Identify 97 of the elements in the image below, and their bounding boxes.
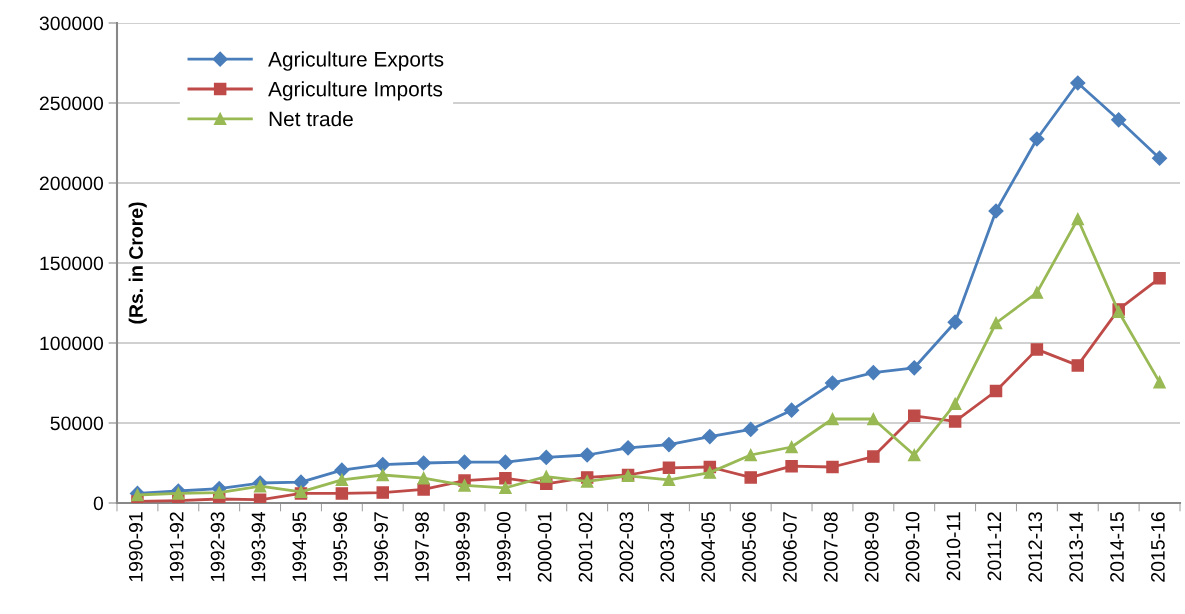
point <box>988 203 1004 219</box>
legend-label: Agriculture Imports <box>268 81 443 101</box>
point <box>785 459 798 473</box>
point <box>826 460 839 474</box>
point <box>1153 271 1166 285</box>
x-tick-label: 2005-06 <box>742 512 756 582</box>
point <box>703 466 717 479</box>
point <box>989 316 1003 330</box>
legend-label: Net trade <box>269 111 353 127</box>
point <box>867 450 880 463</box>
y-axis-title: (Rs. in Crore) <box>128 202 147 324</box>
point <box>293 474 309 490</box>
x-tick-label: 1994-95 <box>292 512 307 582</box>
point <box>1070 75 1086 91</box>
point <box>867 412 880 426</box>
point <box>907 409 921 423</box>
point <box>334 462 350 478</box>
x-tick-label: 2013-14 <box>1069 511 1084 582</box>
point <box>1029 131 1045 147</box>
point <box>335 473 349 487</box>
point <box>947 314 963 330</box>
point <box>906 360 922 376</box>
legend-label: Agriculture Exports <box>268 51 444 71</box>
point <box>1153 375 1166 389</box>
point <box>1071 359 1085 372</box>
point <box>744 448 757 462</box>
point <box>907 448 921 462</box>
y-tick-label: 300000 <box>39 16 104 31</box>
y-tick-label: 150000 <box>40 256 104 271</box>
x-tick-label: 2007-08 <box>823 512 838 582</box>
point <box>376 486 390 499</box>
x-tick-label: 2003-04 <box>660 511 675 582</box>
point <box>662 461 676 475</box>
x-tick-label: 1995-96 <box>333 512 348 582</box>
x-tick-label: 2015-16 <box>1151 512 1165 582</box>
x-tick-label: 2000-01 <box>537 512 552 582</box>
point <box>538 449 554 465</box>
point <box>826 412 839 426</box>
point <box>580 475 594 488</box>
x-tick-label: 2012-13 <box>1028 512 1043 582</box>
x-tick-label: 1998-99 <box>455 512 470 582</box>
y-tick-label: 100000 <box>40 336 104 351</box>
point <box>1071 212 1085 226</box>
x-tick-label: 1993-94 <box>251 511 266 582</box>
point <box>253 479 267 493</box>
point <box>499 471 512 485</box>
x-tick-label: 2002-03 <box>619 512 634 582</box>
point <box>579 447 595 463</box>
point <box>417 471 430 485</box>
point <box>335 487 349 500</box>
x-tick-label: 1996-97 <box>374 512 388 582</box>
point <box>662 473 676 487</box>
x-tick-label: 2001-02 <box>578 512 593 582</box>
point <box>661 437 677 453</box>
x-tick-label: 2006-07 <box>783 512 797 582</box>
x-tick-label: 2008-09 <box>864 512 879 582</box>
x-tick-label: 2010-11 <box>946 512 961 581</box>
point <box>744 471 757 484</box>
point <box>702 429 718 445</box>
point <box>172 487 185 500</box>
point <box>253 493 267 503</box>
point <box>212 486 226 499</box>
x-tick-label: 2011-12 <box>987 512 1002 581</box>
point <box>743 421 759 437</box>
point <box>417 483 430 496</box>
x-tick-label: 1991-92 <box>169 512 184 582</box>
point <box>458 479 471 492</box>
y-tick-label: 0 <box>93 496 104 511</box>
point <box>948 397 962 411</box>
point <box>784 402 800 418</box>
point <box>948 415 962 428</box>
point <box>824 375 841 391</box>
y-tick-label: 250000 <box>39 96 104 111</box>
x-tick-label: 2014-15 <box>1110 512 1124 582</box>
x-tick-label: 1992-93 <box>210 512 225 582</box>
y-tick-label: 200000 <box>39 176 104 191</box>
x-tick-label: 2004-05 <box>701 512 716 582</box>
point <box>375 457 391 473</box>
point <box>620 440 636 456</box>
y-tick-label: 50000 <box>50 416 104 431</box>
point <box>1111 112 1127 128</box>
point <box>416 455 432 471</box>
point <box>785 440 798 454</box>
x-tick-label: 1999-00 <box>496 512 511 582</box>
x-tick-label: 1997-98 <box>415 512 429 582</box>
point <box>1030 343 1044 356</box>
x-tick-label: 1990-91 <box>128 512 143 582</box>
point <box>497 454 513 470</box>
point <box>540 470 553 483</box>
point <box>1151 150 1168 166</box>
point <box>865 365 881 381</box>
point <box>1030 286 1044 299</box>
point <box>499 481 512 495</box>
point <box>376 468 390 482</box>
point <box>989 384 1003 398</box>
x-tick-label: 2009-10 <box>905 512 920 582</box>
point <box>456 454 473 470</box>
